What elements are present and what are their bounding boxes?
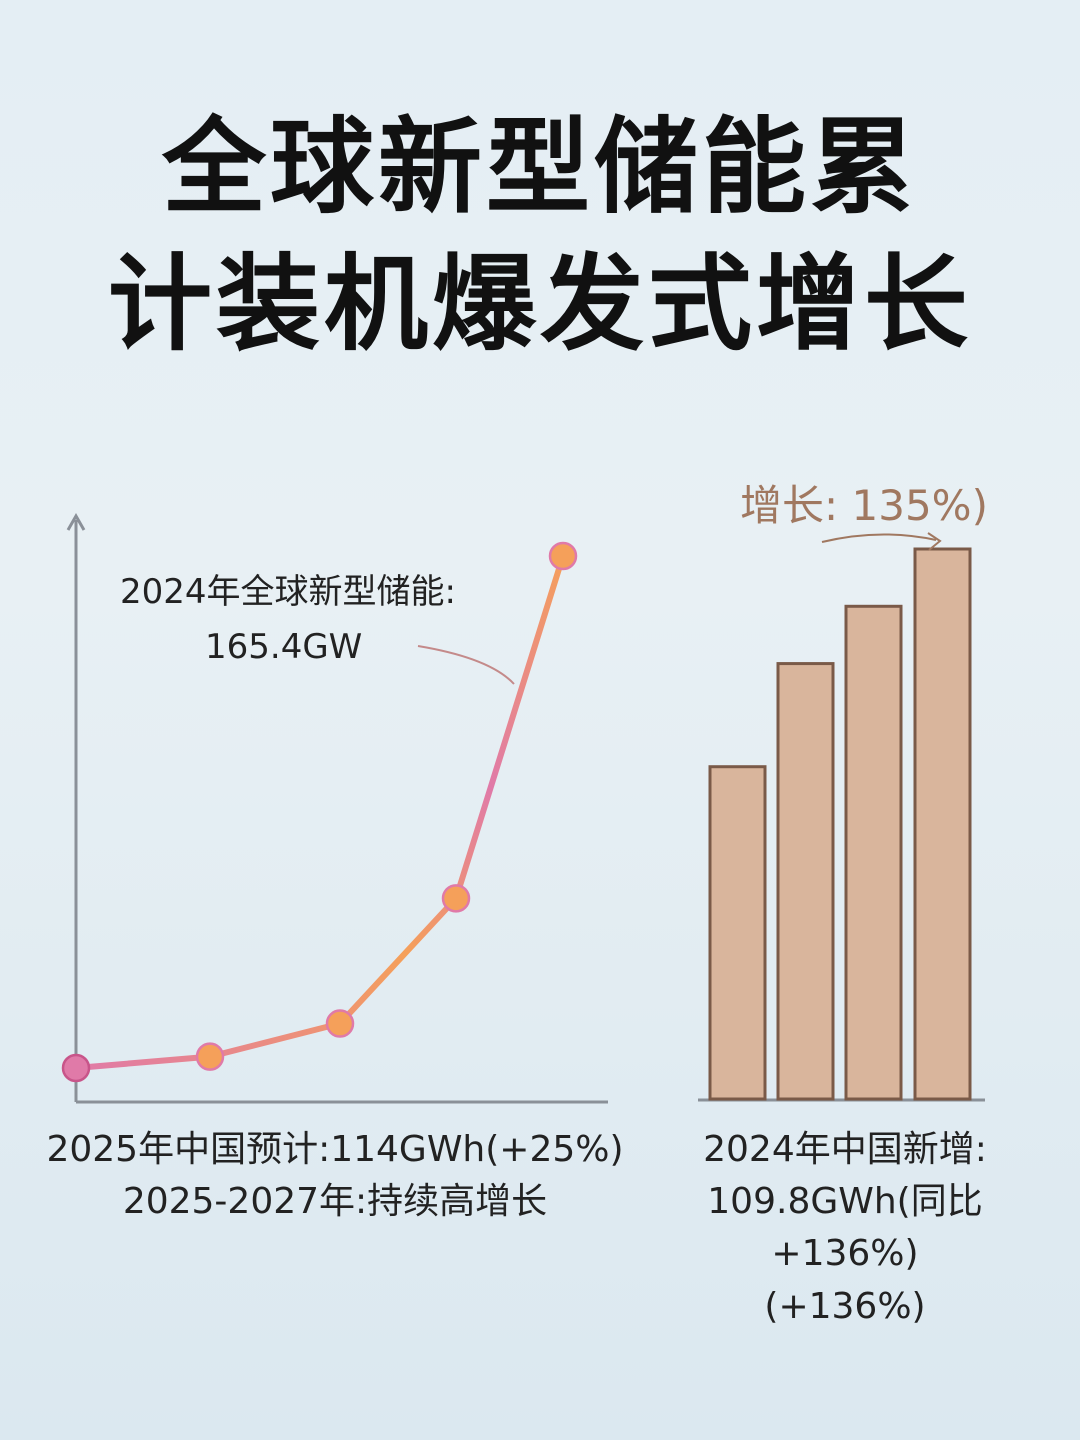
line-point-2 (195, 1042, 225, 1071)
line-chart-y-axis-arrow (66, 512, 86, 531)
bar-series (708, 547, 972, 1101)
line-point-5 (548, 541, 578, 571)
bar-chart-caption-line3: (+136%) (764, 1285, 926, 1327)
line-chart-caption: 2025年中国预计:114GWh(+25%) 2025-2027年:持续高增长 (40, 1124, 630, 1228)
page-title-line-1: 全球新型储能累 (161, 106, 918, 228)
line-chart-caption-line1: 2025年中国预计:114GWh(+25%) (46, 1129, 624, 1170)
bar-chart-annotation-arrowhead (927, 532, 942, 551)
line-chart-annotation-line2: 165.4GW (205, 627, 362, 667)
bar-chart-caption: 2024年中国新增: 109.8GWh(同比+136%) (+136%) (640, 1124, 1050, 1333)
bar-chart-caption-line1: 2024年中国新增: (703, 1129, 987, 1170)
bar-1 (708, 765, 767, 1101)
line-series (61, 541, 578, 1083)
bar-chart-annotation-pointer (821, 533, 937, 543)
line-point-4 (441, 884, 471, 913)
line-chart-caption-line2: 2025-2027年:持续高增长 (122, 1181, 548, 1223)
bar-4 (913, 547, 972, 1101)
bar-chart-caption-line2: 109.8GWh(同比+136%) (707, 1181, 983, 1275)
line-chart-annotation-line1: 2024年全球新型储能: (120, 572, 456, 612)
bar-chart-annotation: 增长: 135%) (740, 481, 988, 530)
line-chart-annotation-pointer (417, 645, 515, 685)
bar-3 (844, 604, 903, 1101)
line-point-1 (61, 1053, 91, 1083)
line-point-3 (325, 1009, 355, 1038)
bar-2 (776, 662, 835, 1101)
page-title-line-2: 计装机爆发式增长 (107, 243, 972, 365)
